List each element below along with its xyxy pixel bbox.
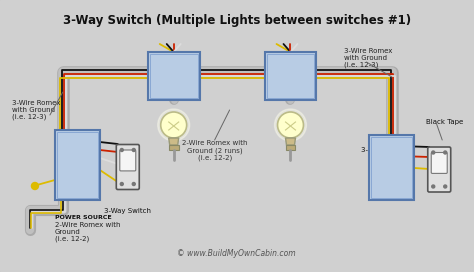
FancyBboxPatch shape <box>428 147 451 192</box>
FancyBboxPatch shape <box>431 153 447 174</box>
Bar <box>264 52 317 100</box>
Bar <box>148 52 200 100</box>
FancyBboxPatch shape <box>120 150 136 171</box>
Polygon shape <box>285 138 295 145</box>
Circle shape <box>274 109 307 141</box>
Bar <box>150 54 198 98</box>
Circle shape <box>161 112 187 138</box>
Bar <box>371 137 412 198</box>
Circle shape <box>432 151 435 154</box>
Text: Black Tape: Black Tape <box>426 119 464 125</box>
Circle shape <box>31 183 38 190</box>
Text: 3-Way Switch: 3-Way Switch <box>361 147 409 153</box>
Circle shape <box>432 185 435 188</box>
Circle shape <box>120 149 123 152</box>
Circle shape <box>120 183 123 186</box>
Bar <box>169 145 179 150</box>
Circle shape <box>277 112 303 138</box>
Bar <box>285 145 295 150</box>
Text: © www.BuildMyOwnCabin.com: © www.BuildMyOwnCabin.com <box>177 249 296 258</box>
FancyBboxPatch shape <box>116 144 139 190</box>
Circle shape <box>132 183 135 186</box>
Circle shape <box>158 109 190 141</box>
Text: 3-Way Switch (Multiple Lights between switches #1): 3-Way Switch (Multiple Lights between sw… <box>63 14 410 27</box>
Circle shape <box>444 185 447 188</box>
Text: POWER SOURCE: POWER SOURCE <box>55 215 111 220</box>
Circle shape <box>444 151 447 154</box>
Text: 3-Way Switch: 3-Way Switch <box>104 208 151 214</box>
Bar <box>369 135 414 200</box>
Circle shape <box>132 149 135 152</box>
Text: 3-Wire Romex
with Ground
(i.e. 12-3): 3-Wire Romex with Ground (i.e. 12-3) <box>12 100 60 120</box>
Text: 2-Wire Romex with
Ground
(i.e. 12-2): 2-Wire Romex with Ground (i.e. 12-2) <box>55 222 120 243</box>
Polygon shape <box>169 138 179 145</box>
Bar <box>55 130 100 200</box>
Text: 2-Wire Romex with
Ground (2 runs)
(i.e. 12-2): 2-Wire Romex with Ground (2 runs) (i.e. … <box>182 140 247 161</box>
Bar <box>57 132 98 198</box>
Bar <box>266 54 314 98</box>
Text: 3-Wire Romex
with Ground
(i.e. 12-3): 3-Wire Romex with Ground (i.e. 12-3) <box>345 48 393 69</box>
